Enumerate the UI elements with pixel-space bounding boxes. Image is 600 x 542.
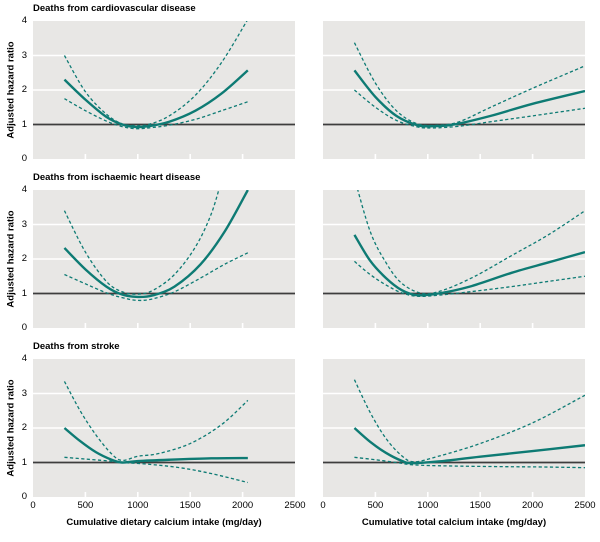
y-tick-label: 4 <box>21 184 27 195</box>
y-tick-label: 4 <box>21 353 27 364</box>
chart-stroke-dietary <box>33 359 295 497</box>
x-tick-label: 1500 <box>469 500 491 511</box>
x-tick-label: 1000 <box>127 500 149 511</box>
y-tick-label: 0 <box>21 153 27 164</box>
y-tick-label: 1 <box>21 287 27 299</box>
y-tick-label: 1 <box>21 456 27 468</box>
chart-cardiovascular-dietary <box>33 21 295 159</box>
x-tick-label: 0 <box>320 500 326 511</box>
x-tick-label: 1500 <box>179 500 201 511</box>
x-tick-label: 1000 <box>417 500 439 511</box>
row-title-ischaemic: Deaths from ischaemic heart disease <box>33 172 201 183</box>
x-tick-label: 500 <box>367 500 384 511</box>
x-tick-label: 2500 <box>574 500 596 511</box>
x-tick-label: 500 <box>77 500 94 511</box>
x-tick-label: 2500 <box>284 500 306 511</box>
y-tick-label: 3 <box>21 387 27 399</box>
x-tick-label: 2000 <box>522 500 544 511</box>
x-axis-label-total: Cumulative total calcium intake (mg/day) <box>361 517 547 528</box>
y-tick-label: 4 <box>21 15 27 26</box>
y-tick-label: 2 <box>21 253 27 264</box>
chart-stroke-total <box>323 359 585 497</box>
y-tick-label: 2 <box>21 422 27 433</box>
x-tick-label: 2000 <box>232 500 254 511</box>
x-axis-label-dietary: Cumulative dietary calcium intake (mg/da… <box>66 517 262 528</box>
row-title-cardiovascular: Deaths from cardiovascular disease <box>33 3 196 14</box>
x-tick-label: 0 <box>30 500 36 511</box>
y-tick-label: 0 <box>21 491 27 502</box>
chart-cardiovascular-total <box>323 21 585 159</box>
y-tick-label: 3 <box>21 218 27 230</box>
y-tick-label: 0 <box>21 322 27 333</box>
y-tick-label: 3 <box>21 49 27 61</box>
chart-ischaemic-dietary <box>33 190 295 328</box>
chart-ischaemic-total <box>323 190 585 328</box>
y-tick-label: 2 <box>21 84 27 95</box>
y-tick-label: 1 <box>21 118 27 130</box>
row-title-stroke: Deaths from stroke <box>33 341 120 352</box>
